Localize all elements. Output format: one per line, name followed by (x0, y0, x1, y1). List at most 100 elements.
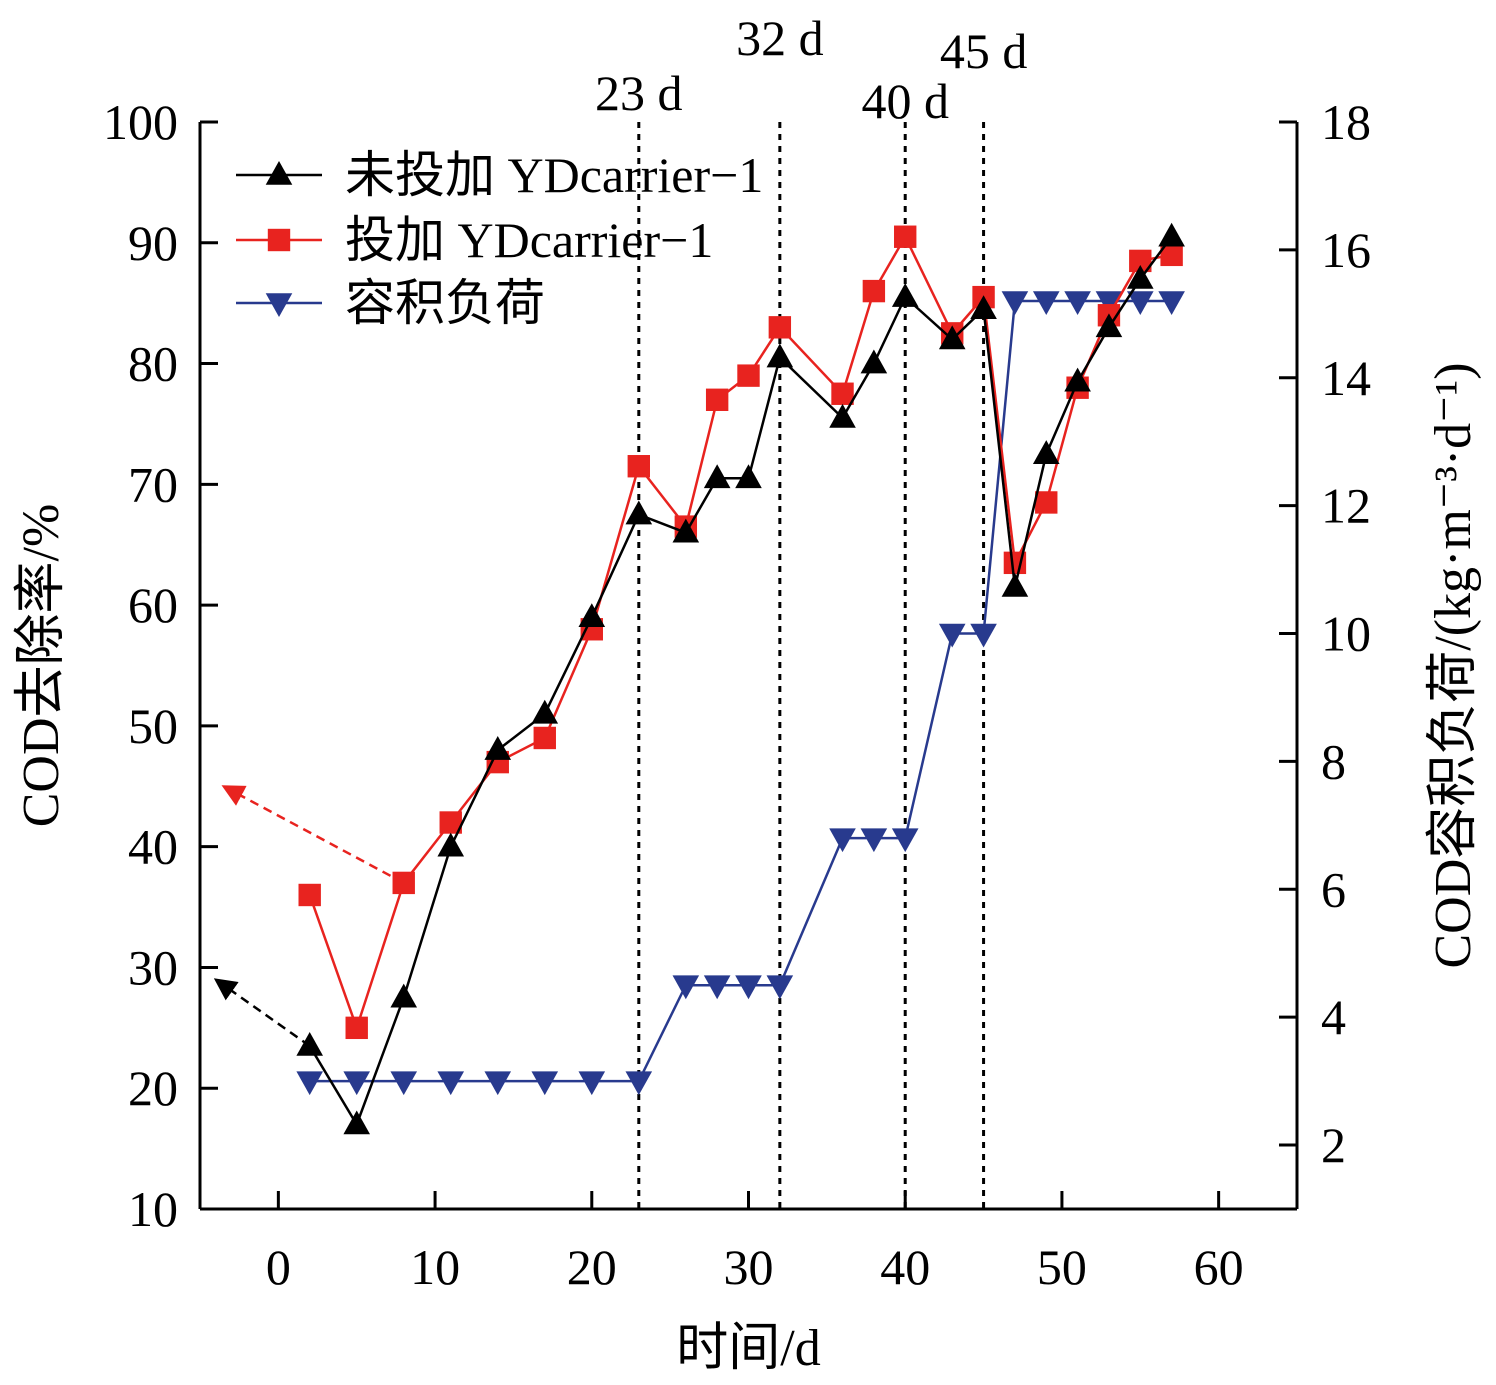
data-point (938, 325, 966, 350)
data-point (345, 1016, 368, 1040)
series-0 (296, 222, 1185, 1135)
data-point (1158, 291, 1185, 316)
x-tick-label: 40 (880, 1239, 930, 1295)
legend-label: 容积负荷 (345, 275, 545, 331)
data-point (484, 736, 512, 760)
data-point (578, 603, 606, 627)
vline-label: 32 d (736, 10, 824, 66)
series-1 (298, 225, 1183, 1040)
vline-label: 45 d (940, 23, 1028, 79)
series-line (308, 234, 1172, 1032)
y-tick-label-left: 30 (128, 939, 178, 995)
y-tick-label-right: 18 (1321, 94, 1371, 150)
axes-layer: 0 10 20 30 40 50 60 10 20 30 40 50 60 70 80 90 100 2 4 6 8 10… (13, 94, 1482, 1377)
y-tick-label-left: 20 (128, 1060, 178, 1116)
y-tick-label-right: 6 (1321, 861, 1346, 917)
x-tick-label: 0 (266, 1239, 291, 1295)
data-point (437, 1071, 465, 1096)
data-point (1035, 491, 1058, 514)
y-axis-title-left: COD去除率/% (13, 504, 70, 828)
data-point (1064, 367, 1091, 392)
y-tick-label-right: 16 (1321, 222, 1371, 278)
series-2 (296, 291, 1185, 1096)
data-point (1126, 265, 1154, 289)
data-point (829, 403, 856, 428)
y-tick-label-right: 12 (1321, 478, 1371, 534)
data-point (296, 1071, 323, 1096)
data-point (298, 883, 321, 907)
data-point (392, 871, 415, 895)
data-point (894, 225, 917, 248)
data-point (1064, 291, 1091, 316)
vline-label: 23 d (595, 65, 683, 121)
data-point (735, 464, 762, 489)
x-tick-label: 10 (410, 1239, 460, 1295)
annotation-layer (213, 785, 405, 1047)
vline-label: 40 d (861, 73, 949, 129)
data-point (1001, 291, 1029, 316)
arrow-annotation (221, 785, 405, 885)
y-tick-label-left: 50 (128, 698, 178, 754)
y-tick-label-right: 4 (1321, 989, 1346, 1045)
y-tick-label-right: 10 (1321, 606, 1371, 662)
data-point (829, 828, 856, 853)
x-tick-label: 20 (567, 1239, 617, 1295)
data-point (860, 349, 888, 374)
data-point (625, 1071, 653, 1096)
data-point (1158, 222, 1185, 247)
data-point (938, 623, 966, 648)
data-point (1032, 291, 1060, 316)
series-line (309, 299, 1172, 1083)
data-point (296, 1031, 323, 1056)
x-tick-label: 60 (1194, 1239, 1244, 1295)
data-point (970, 623, 997, 648)
y-tick-label-left: 100 (103, 94, 178, 150)
data-point (578, 1071, 606, 1096)
y-tick-label-left: 80 (128, 336, 178, 392)
data-point (390, 1071, 418, 1096)
x-axis-title: 时间/d (676, 1320, 820, 1377)
y-tick-label-right: 14 (1321, 350, 1371, 406)
data-point (625, 500, 653, 525)
data-point (343, 1071, 371, 1096)
data-point (703, 975, 731, 1000)
data-point (766, 343, 794, 368)
data-point (265, 161, 293, 185)
data-point (703, 464, 731, 489)
data-point (484, 1071, 512, 1096)
data-point (766, 975, 794, 1000)
data-point (672, 975, 700, 1000)
data-point (1095, 291, 1123, 316)
x-tick-label: 30 (724, 1239, 774, 1295)
data-point (1126, 291, 1154, 316)
data-point (768, 316, 792, 339)
y-axis-title-right: COD容积负荷/(kg·m⁻³·d⁻¹) (1425, 362, 1482, 968)
data-point (265, 293, 293, 317)
data-point (862, 279, 886, 303)
data-point (1032, 440, 1060, 464)
data-point (737, 364, 760, 387)
arrow-annotation (213, 978, 311, 1047)
data-point (627, 455, 650, 478)
legend-label: 未投加 YDcarrier−1 (345, 147, 763, 203)
y-tick-label-right: 2 (1321, 1117, 1346, 1173)
y-tick-label-left: 60 (128, 577, 178, 633)
data-point (735, 975, 762, 1000)
legend: 未投加 YDcarrier−1 投加 YDcarrier−1 容积负荷 (236, 147, 763, 331)
data-point (891, 283, 919, 307)
legend-label: 投加 YDcarrier−1 (345, 212, 713, 268)
data-point (531, 1071, 559, 1096)
data-point (390, 983, 418, 1008)
y-tick-label-left: 40 (128, 819, 178, 875)
y-tick-label-right: 8 (1321, 733, 1346, 789)
x-tick-label: 50 (1037, 1239, 1087, 1295)
y-tick-label-left: 70 (128, 456, 178, 512)
data-point (831, 382, 854, 405)
y-tick-label-left: 10 (128, 1181, 178, 1237)
data-point (672, 518, 700, 543)
series-layer (296, 222, 1185, 1135)
data-point (531, 699, 559, 724)
data-point (533, 726, 556, 750)
legend-item-0: 未投加 YDcarrier−1 (236, 147, 763, 203)
